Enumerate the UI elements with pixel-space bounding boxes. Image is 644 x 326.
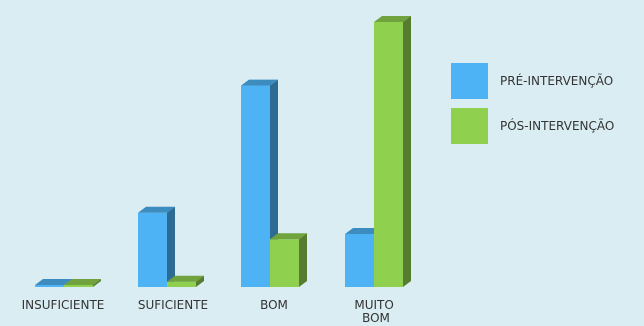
bar-pos-muito-bom — [374, 16, 411, 287]
bar-top — [64, 279, 101, 285]
bar-front — [167, 281, 196, 287]
bar-side — [167, 206, 175, 287]
bar-top — [345, 228, 382, 234]
bar-top — [167, 275, 204, 282]
bar-pos-insuficiente — [64, 279, 101, 287]
plot-area — [35, 16, 411, 287]
bar-side — [196, 275, 204, 287]
bar-pos-bom — [270, 233, 307, 287]
bar-front — [138, 212, 167, 287]
category-label-muito-bom-line2: BOM — [362, 311, 390, 325]
category-label-suficiente: SUFICIENTE — [138, 298, 208, 312]
bar-pre-bom — [241, 79, 278, 287]
bar-side — [299, 233, 307, 287]
bar-top — [138, 206, 175, 213]
category-label-muito-bom-line1: MUITO — [354, 298, 393, 312]
bar-front — [35, 285, 64, 287]
legend: PRÉ-INTERVENÇÃO PÓS-INTERVENÇÃO — [451, 63, 614, 144]
bar-side — [403, 16, 411, 287]
bar-pre-suficiente — [138, 206, 175, 287]
legend-label-pre-intervencao: PRÉ-INTERVENÇÃO — [500, 73, 613, 88]
category-label-muito-bom: MUITO BOM — [354, 298, 397, 325]
category-label-insuficiente: INSUFICIENTE — [22, 298, 105, 312]
category-label-bom: BOM — [260, 298, 288, 312]
bar-top — [241, 79, 278, 86]
legend-label-pos-intervencao: PÓS-INTERVENÇÃO — [500, 118, 614, 133]
legend-swatch-pos-intervencao — [451, 108, 488, 144]
bar-front — [64, 285, 93, 287]
bar-top — [270, 233, 307, 240]
legend-swatch-pre-intervencao — [451, 63, 488, 99]
category-labels: INSUFICIENTE SUFICIENTE BOM MUITO BOM — [22, 298, 397, 325]
bar-front — [374, 22, 403, 287]
bar-top — [374, 16, 411, 22]
bar-front — [241, 85, 270, 287]
bar-front — [345, 234, 374, 287]
bar-side — [93, 279, 101, 287]
bar-front — [270, 239, 299, 287]
bar-pos-suficiente — [167, 275, 204, 287]
bar-top — [35, 279, 72, 285]
